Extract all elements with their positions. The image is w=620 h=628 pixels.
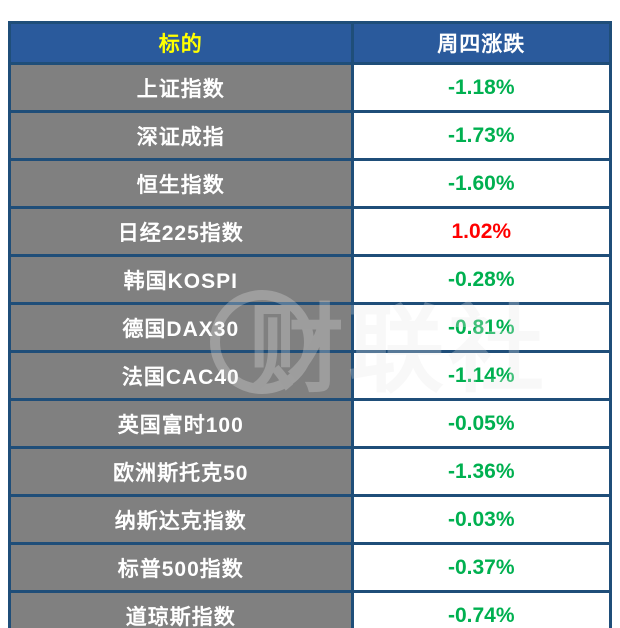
index-name-cell: 纳斯达克指数 (8, 494, 354, 545)
index-name-cell: 德国DAX30 (8, 302, 354, 353)
table-row: 标普500指数 -0.37% (8, 542, 613, 593)
change-value-cell: -0.03% (350, 494, 613, 545)
change-value-cell: -0.37% (350, 542, 613, 593)
change-value-cell: -1.14% (350, 350, 613, 401)
table-row: 韩国KOSPI -0.28% (8, 254, 613, 305)
index-name-cell: 标普500指数 (8, 542, 354, 593)
table-row: 法国CAC40 -1.14% (8, 350, 613, 401)
table-row: 德国DAX30 -0.81% (8, 302, 613, 353)
index-name-cell: 韩国KOSPI (8, 254, 354, 305)
change-value-cell: 1.02% (350, 206, 613, 257)
table-row: 恒生指数 -1.60% (8, 158, 613, 209)
change-value-cell: -1.18% (350, 62, 613, 113)
index-name-cell: 深证成指 (8, 110, 354, 161)
index-name-cell: 欧洲斯托克50 (8, 446, 354, 497)
change-value-cell: -1.60% (350, 158, 613, 209)
index-name-cell: 日经225指数 (8, 206, 354, 257)
change-value-cell: -0.74% (350, 590, 613, 628)
index-name-cell: 法国CAC40 (8, 350, 354, 401)
column-header-thursday-change: 周四涨跌 (350, 21, 613, 65)
table-row: 英国富时100 -0.05% (8, 398, 613, 449)
table-row: 道琼斯指数 -0.74% (8, 590, 613, 628)
table-row: 日经225指数 1.02% (8, 206, 613, 257)
change-value-cell: -0.81% (350, 302, 613, 353)
change-value-cell: -0.05% (350, 398, 613, 449)
change-value-cell: -0.28% (350, 254, 613, 305)
index-name-cell: 上证指数 (8, 62, 354, 113)
table-row: 上证指数 -1.18% (8, 62, 613, 113)
index-name-cell: 英国富时100 (8, 398, 354, 449)
change-value-cell: -1.36% (350, 446, 613, 497)
header-row: 标的 周四涨跌 (8, 21, 613, 65)
column-header-target: 标的 (8, 21, 354, 65)
table-row: 欧洲斯托克50 -1.36% (8, 446, 613, 497)
index-name-cell: 恒生指数 (8, 158, 354, 209)
change-value-cell: -1.73% (350, 110, 613, 161)
index-name-cell: 道琼斯指数 (8, 590, 354, 628)
index-change-table: 标的 周四涨跌 上证指数 -1.18% 深证成指 -1.73% 恒生指数 -1.60% 日经… (8, 21, 613, 628)
table-row: 深证成指 -1.73% (8, 110, 613, 161)
table-row: 纳斯达克指数 -0.03% (8, 494, 613, 545)
